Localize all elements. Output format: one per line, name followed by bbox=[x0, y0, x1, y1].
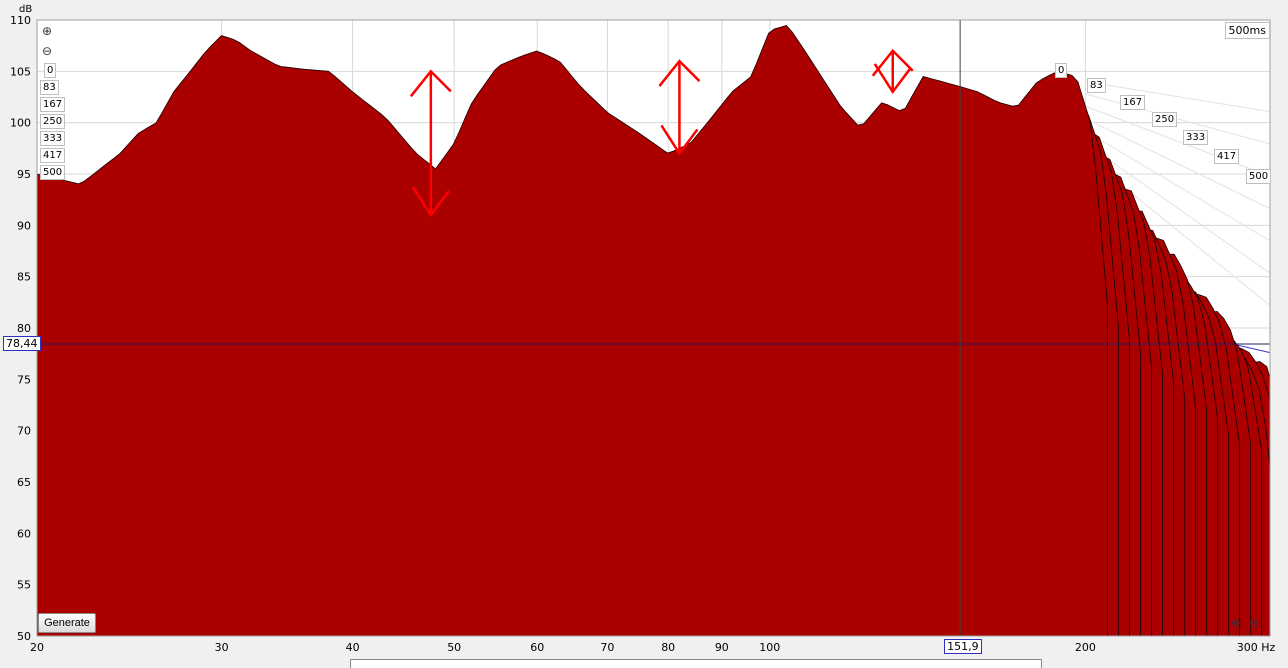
annotation-arrow-head-top bbox=[409, 69, 452, 98]
cursor-lines bbox=[37, 20, 1270, 636]
time-label-right: 167 bbox=[1120, 95, 1146, 110]
y-tick-label: 95 bbox=[17, 168, 31, 181]
annotation-arrow-head-bottom bbox=[660, 124, 699, 156]
plot-frame bbox=[36, 19, 1271, 637]
perspective-line bbox=[1085, 93, 1271, 145]
y-tick-label: 55 bbox=[17, 579, 31, 592]
time-label-right: 333 bbox=[1183, 130, 1209, 145]
time-label-left: 250 bbox=[40, 114, 66, 129]
time-label-right: 417 bbox=[1214, 149, 1240, 164]
zoom-in-vertical-icon[interactable]: ⊕ bbox=[41, 24, 53, 38]
perspective-line bbox=[1085, 142, 1271, 274]
x-tick-label: 70 bbox=[600, 641, 614, 654]
x-tick-label: 30 bbox=[215, 641, 229, 654]
perspective-line bbox=[1085, 130, 1271, 242]
y-tick-label: 85 bbox=[17, 271, 31, 284]
y-tick-label: 90 bbox=[17, 219, 31, 232]
y-tick-label: 60 bbox=[17, 527, 31, 540]
y-axis-ticks: 50 55 60 65 70 75 80 85 90 95 100 105 110 bbox=[10, 14, 31, 643]
x-tick-label: 50 bbox=[447, 641, 461, 654]
waterfall-slices bbox=[36, 25, 1271, 637]
db-unit-label: dB bbox=[19, 4, 33, 15]
time-label-right: 0 bbox=[1055, 63, 1068, 78]
annotation-arrow-head-bottom bbox=[873, 63, 912, 95]
perspective-line bbox=[1085, 105, 1271, 177]
y-tick-label: 65 bbox=[17, 476, 31, 489]
time-label-right: 250 bbox=[1152, 112, 1178, 127]
x-tick-label: 40 bbox=[346, 641, 360, 654]
zoom-out-vertical-icon[interactable]: ⊖ bbox=[41, 44, 53, 58]
cursor-x-readout: 151,9 bbox=[944, 639, 982, 654]
x-tick-label: 60 bbox=[530, 641, 544, 654]
annotation-arrow-head-top bbox=[658, 59, 701, 87]
time-label-left: 333 bbox=[40, 131, 66, 146]
x-tick-label: 100 bbox=[759, 641, 780, 654]
time-window-label: 500ms bbox=[1224, 22, 1270, 39]
zoom-out-horizontal-icon[interactable]: ⊖ bbox=[1248, 616, 1260, 630]
y-tick-label: 110 bbox=[10, 14, 31, 27]
cursor-y-readout: 78,44 bbox=[3, 336, 41, 352]
annotation-arrows bbox=[409, 48, 914, 218]
x-tick-label: 200 bbox=[1075, 641, 1096, 654]
y-tick-label: 50 bbox=[17, 630, 31, 643]
zoom-in-horizontal-icon[interactable]: ⊕ bbox=[1230, 616, 1242, 630]
waterfall-slice bbox=[36, 25, 1108, 637]
time-label-right: 500 bbox=[1246, 169, 1272, 184]
control-strip[interactable] bbox=[350, 659, 1042, 668]
generate-button[interactable]: Generate bbox=[38, 613, 96, 633]
perspective-line bbox=[1085, 81, 1271, 113]
annotation-arrow-head-bottom bbox=[411, 186, 450, 218]
perspective-line bbox=[1085, 118, 1271, 210]
y-tick-label: 70 bbox=[17, 425, 31, 438]
x-tick-label: 20 bbox=[30, 641, 44, 654]
time-label-left: 500 bbox=[40, 165, 66, 180]
y-tick-label: 100 bbox=[10, 117, 31, 130]
x-tick-label: 90 bbox=[715, 641, 729, 654]
y-tick-label: 105 bbox=[10, 65, 31, 78]
time-label-left: 417 bbox=[40, 148, 66, 163]
time-label-left: 167 bbox=[40, 97, 66, 112]
x-tick-label: 80 bbox=[661, 641, 675, 654]
time-label-right: 83 bbox=[1087, 78, 1106, 93]
x-axis-ticks: 20 30 40 50 60 70 80 90 100 200 300 Hz bbox=[30, 641, 1275, 654]
annotation-arrow-head-top bbox=[871, 48, 914, 77]
x-tick-label: 300 Hz bbox=[1237, 641, 1276, 654]
y-tick-label: 80 bbox=[17, 322, 31, 335]
time-label-left: 0 bbox=[44, 63, 57, 78]
time-label-left: 83 bbox=[40, 80, 59, 95]
y-tick-label: 75 bbox=[17, 373, 31, 386]
